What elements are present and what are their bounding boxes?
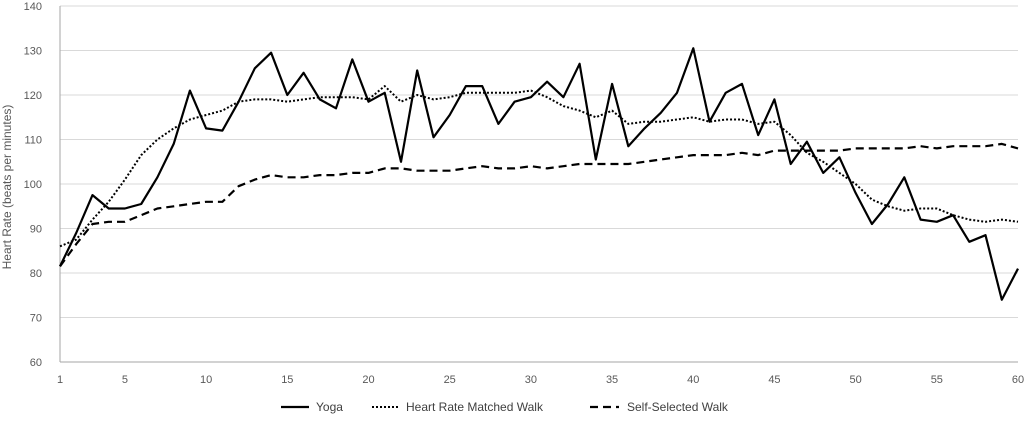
y-tick-labels: 60 70 80 90 100 110 120 130 140 [24, 1, 42, 369]
legend-label-1: Yoga [316, 400, 343, 414]
legend: Yoga Heart Rate Matched Walk Self-Selected… [281, 400, 729, 414]
axes [59, 6, 1018, 363]
series-lines [59, 47, 1019, 301]
x-tick-label: 60 [1012, 374, 1024, 386]
legend-label-2: Heart Rate Matched Walk [406, 400, 544, 414]
x-tick-label: 55 [931, 374, 943, 386]
y-tick-label: 100 [24, 179, 42, 191]
gridlines [60, 5, 1018, 318]
x-tick-label: 30 [525, 374, 537, 386]
x-tick-label: 50 [850, 374, 862, 386]
x-tick-label: 20 [362, 374, 374, 386]
series-line-1 [59, 47, 1019, 301]
x-tick-label: 25 [444, 374, 456, 386]
y-tick-label: 60 [30, 357, 42, 369]
x-tick-label: 5 [122, 374, 128, 386]
y-tick-label: 140 [24, 1, 42, 13]
y-tick-label: 70 [30, 313, 42, 325]
y-tick-label: 80 [30, 268, 42, 280]
x-tick-label: 40 [687, 374, 699, 386]
x-tick-label: 35 [606, 374, 618, 386]
y-tick-label: 120 [24, 90, 42, 102]
x-tick-labels: 1 5 10 15 20 25 30 35 40 45 50 55 60 [57, 374, 1024, 386]
x-tick-label: 15 [281, 374, 293, 386]
legend-label-3: Self-Selected Walk [627, 400, 729, 414]
x-tick-label: 1 [57, 374, 63, 386]
y-tick-label: 110 [24, 135, 42, 147]
series-line-3 [59, 142, 1019, 267]
x-tick-label: 45 [768, 374, 780, 386]
y-axis-label: Heart Rate (beats per minutes) [0, 105, 14, 270]
y-tick-label: 90 [30, 224, 42, 236]
x-tick-label: 10 [200, 374, 212, 386]
y-tick-label: 130 [24, 46, 42, 58]
series-line-2 [59, 85, 1019, 248]
